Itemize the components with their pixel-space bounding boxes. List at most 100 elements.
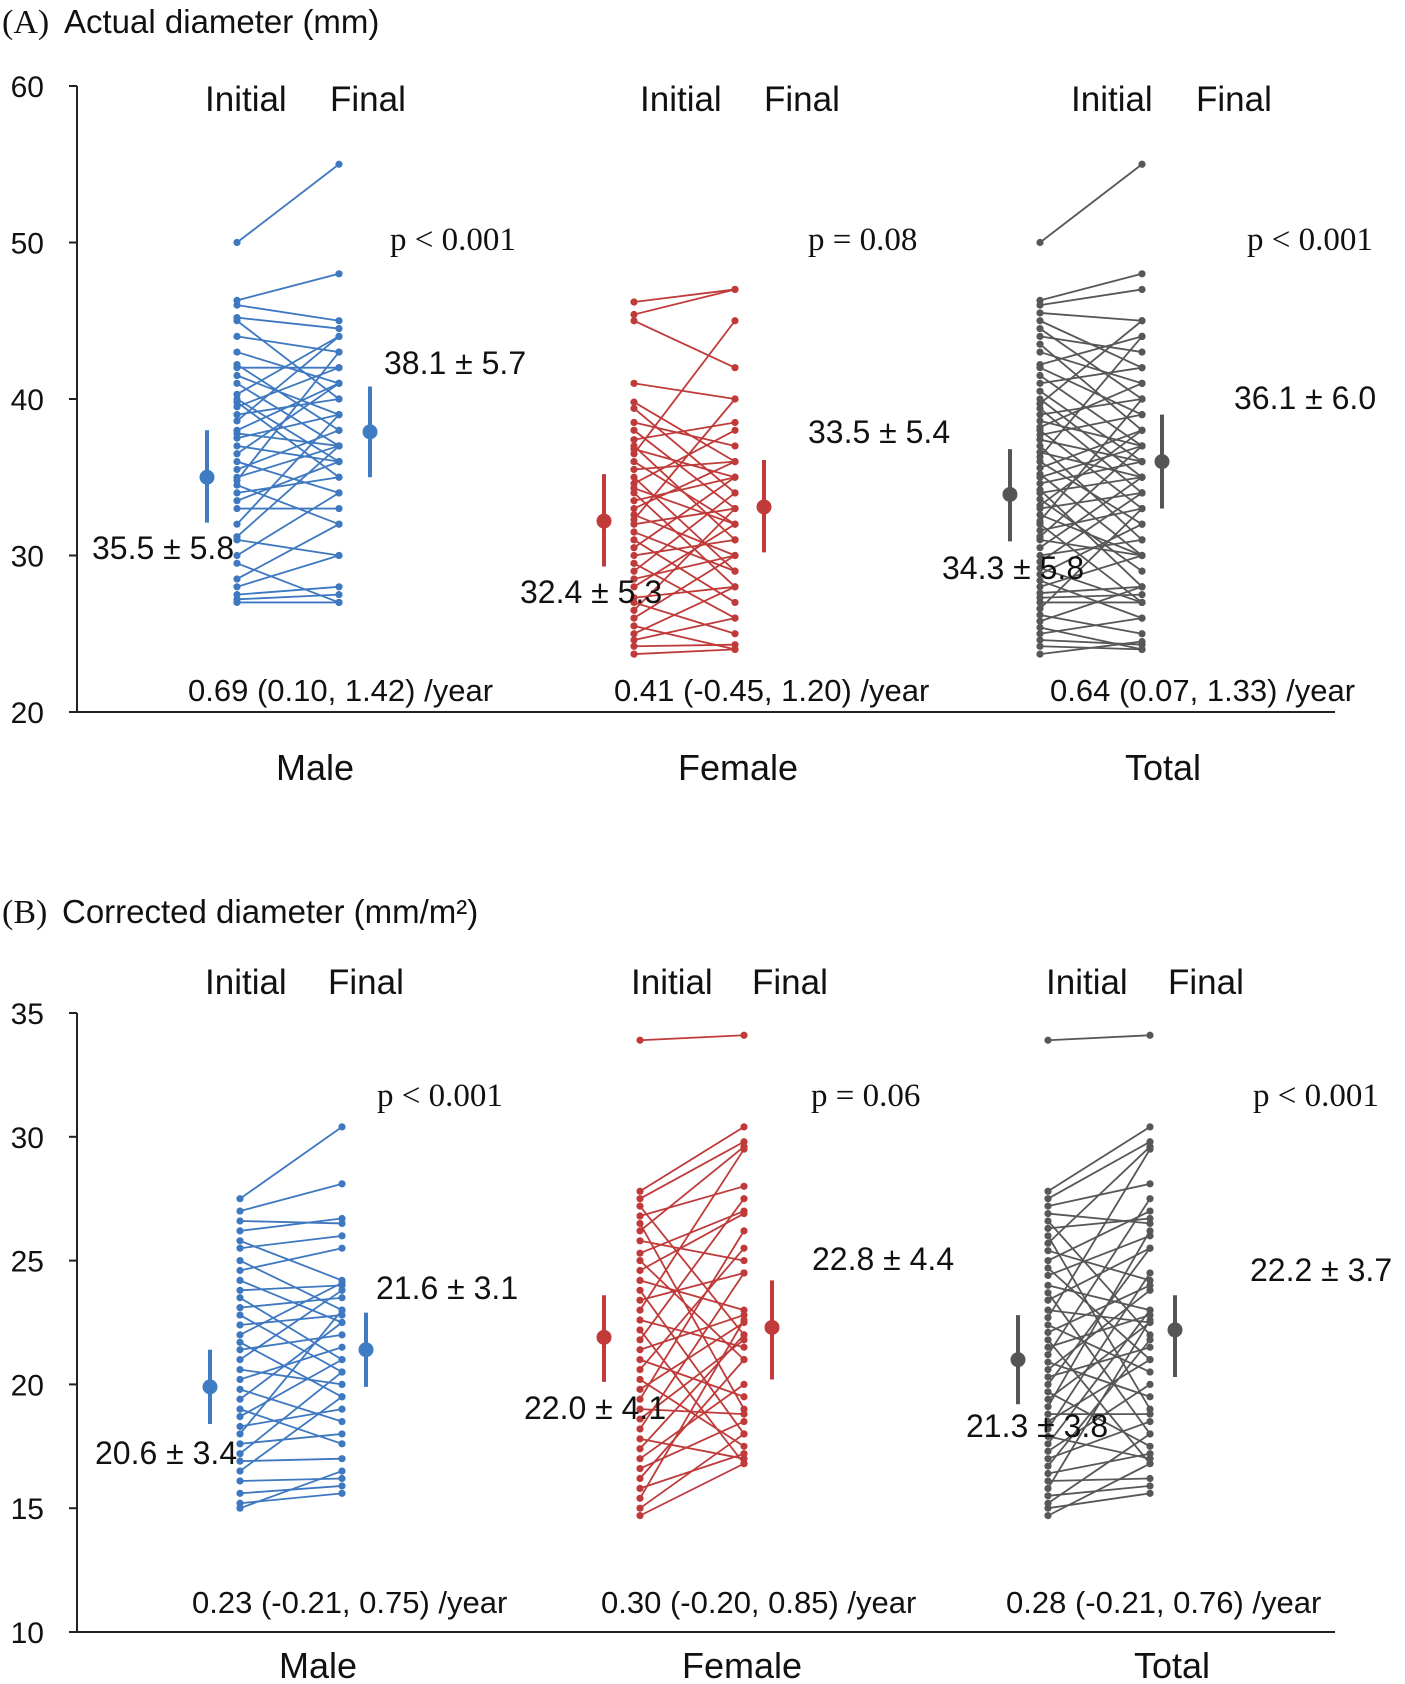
a-y-tick-label-20: 20 xyxy=(11,697,44,730)
final-point xyxy=(1146,1380,1154,1388)
initial-point xyxy=(236,1395,244,1403)
final-point xyxy=(338,1219,346,1228)
pair-line xyxy=(1039,366,1143,416)
initial-point xyxy=(233,411,241,419)
final-point xyxy=(338,1306,346,1314)
pair-line xyxy=(633,538,736,557)
final-point xyxy=(1146,1482,1154,1490)
pair-line xyxy=(1047,1452,1151,1475)
final-point xyxy=(731,567,739,575)
pair-line xyxy=(639,1462,745,1517)
final-point xyxy=(1138,160,1146,168)
initial-point xyxy=(630,317,638,325)
initial-point xyxy=(1044,1512,1052,1520)
pair-line xyxy=(639,1247,745,1371)
a-female-initial-mean-point xyxy=(596,513,612,529)
final-point xyxy=(1146,1123,1154,1131)
final-point xyxy=(1138,536,1146,544)
panel-a-letter: (A) xyxy=(2,4,49,41)
final-point xyxy=(1138,426,1146,434)
final-point xyxy=(740,1410,748,1418)
pair-line xyxy=(236,432,340,447)
initial-point xyxy=(236,1207,244,1215)
final-point xyxy=(1138,637,1146,646)
pair-line xyxy=(239,1220,343,1225)
initial-point xyxy=(636,1286,644,1294)
initial-point xyxy=(1036,387,1044,395)
final-point xyxy=(1138,630,1146,638)
initial-point xyxy=(636,1435,644,1443)
final-point xyxy=(1138,348,1146,356)
pair-line xyxy=(1047,1292,1151,1435)
pair-line xyxy=(1039,272,1143,302)
pair-line xyxy=(1047,1148,1151,1319)
initial-point xyxy=(233,583,241,591)
pair-line xyxy=(639,1212,745,1272)
initial-point xyxy=(1044,1336,1052,1344)
pair-line xyxy=(1047,1034,1151,1042)
b-male-final-mean-point xyxy=(358,1342,374,1358)
initial-point xyxy=(636,1326,644,1334)
initial-point xyxy=(1044,1195,1052,1203)
final-point xyxy=(1146,1430,1154,1438)
initial-point xyxy=(236,1450,244,1458)
initial-point xyxy=(1036,317,1044,325)
initial-point xyxy=(233,520,241,528)
pair-line xyxy=(633,617,736,641)
initial-point xyxy=(236,1422,244,1431)
pair-line xyxy=(639,1378,745,1448)
pair-line xyxy=(239,1358,343,1418)
initial-point xyxy=(233,489,241,497)
initial-point xyxy=(233,575,241,583)
pair-line xyxy=(239,1368,343,1386)
final-point xyxy=(335,426,343,434)
initial-point xyxy=(630,544,638,552)
initial-point xyxy=(236,1499,244,1507)
final-point xyxy=(731,504,739,513)
pair-line xyxy=(1047,1140,1151,1200)
pair-line xyxy=(236,445,340,479)
final-point xyxy=(740,1442,748,1450)
pair-line xyxy=(236,445,340,538)
initial-point xyxy=(630,622,638,630)
a-total-initial-mean-sd: 34.3 ± 5.8 xyxy=(942,550,1084,586)
final-point xyxy=(740,1343,748,1351)
final-point xyxy=(1146,1316,1154,1324)
final-point xyxy=(731,551,739,560)
initial-point xyxy=(1036,473,1044,481)
b-total-final-mean-point xyxy=(1167,1322,1183,1338)
initial-point xyxy=(236,1294,244,1302)
initial-point xyxy=(1036,623,1044,632)
initial-point xyxy=(1036,348,1044,356)
final-point xyxy=(1146,1269,1154,1277)
initial-point xyxy=(1044,1239,1052,1247)
pair-line xyxy=(1047,1358,1151,1423)
pair-line xyxy=(236,445,340,463)
pair-line xyxy=(236,304,340,322)
initial-point xyxy=(1036,611,1044,619)
pair-line xyxy=(639,1185,745,1217)
pair-line xyxy=(633,487,736,526)
pair-line xyxy=(1039,492,1143,563)
initial-point xyxy=(1044,1187,1052,1195)
b-female-final-mean-sd: 22.8 ± 4.4 xyxy=(812,1241,954,1277)
pair-line xyxy=(1047,1346,1151,1378)
initial-point xyxy=(236,1276,244,1285)
initial-point xyxy=(1036,489,1044,497)
b-male-final-label: Final xyxy=(328,963,404,1002)
pair-line xyxy=(1039,507,1143,610)
final-point xyxy=(1146,1405,1154,1413)
pair-line xyxy=(1039,507,1143,532)
initial-point xyxy=(233,348,241,356)
pair-line xyxy=(236,460,340,494)
pair-line xyxy=(639,1289,745,1435)
a-female-final-mean-point xyxy=(756,499,772,515)
final-point xyxy=(1146,1180,1154,1188)
final-point xyxy=(1146,1393,1154,1401)
initial-point xyxy=(1044,1504,1052,1512)
a-total-rate: 0.64 (0.07, 1.33) /year xyxy=(1050,673,1355,708)
final-point xyxy=(1138,520,1146,528)
final-point xyxy=(1146,1460,1154,1468)
initial-point xyxy=(236,1346,244,1354)
final-point xyxy=(1138,591,1146,599)
